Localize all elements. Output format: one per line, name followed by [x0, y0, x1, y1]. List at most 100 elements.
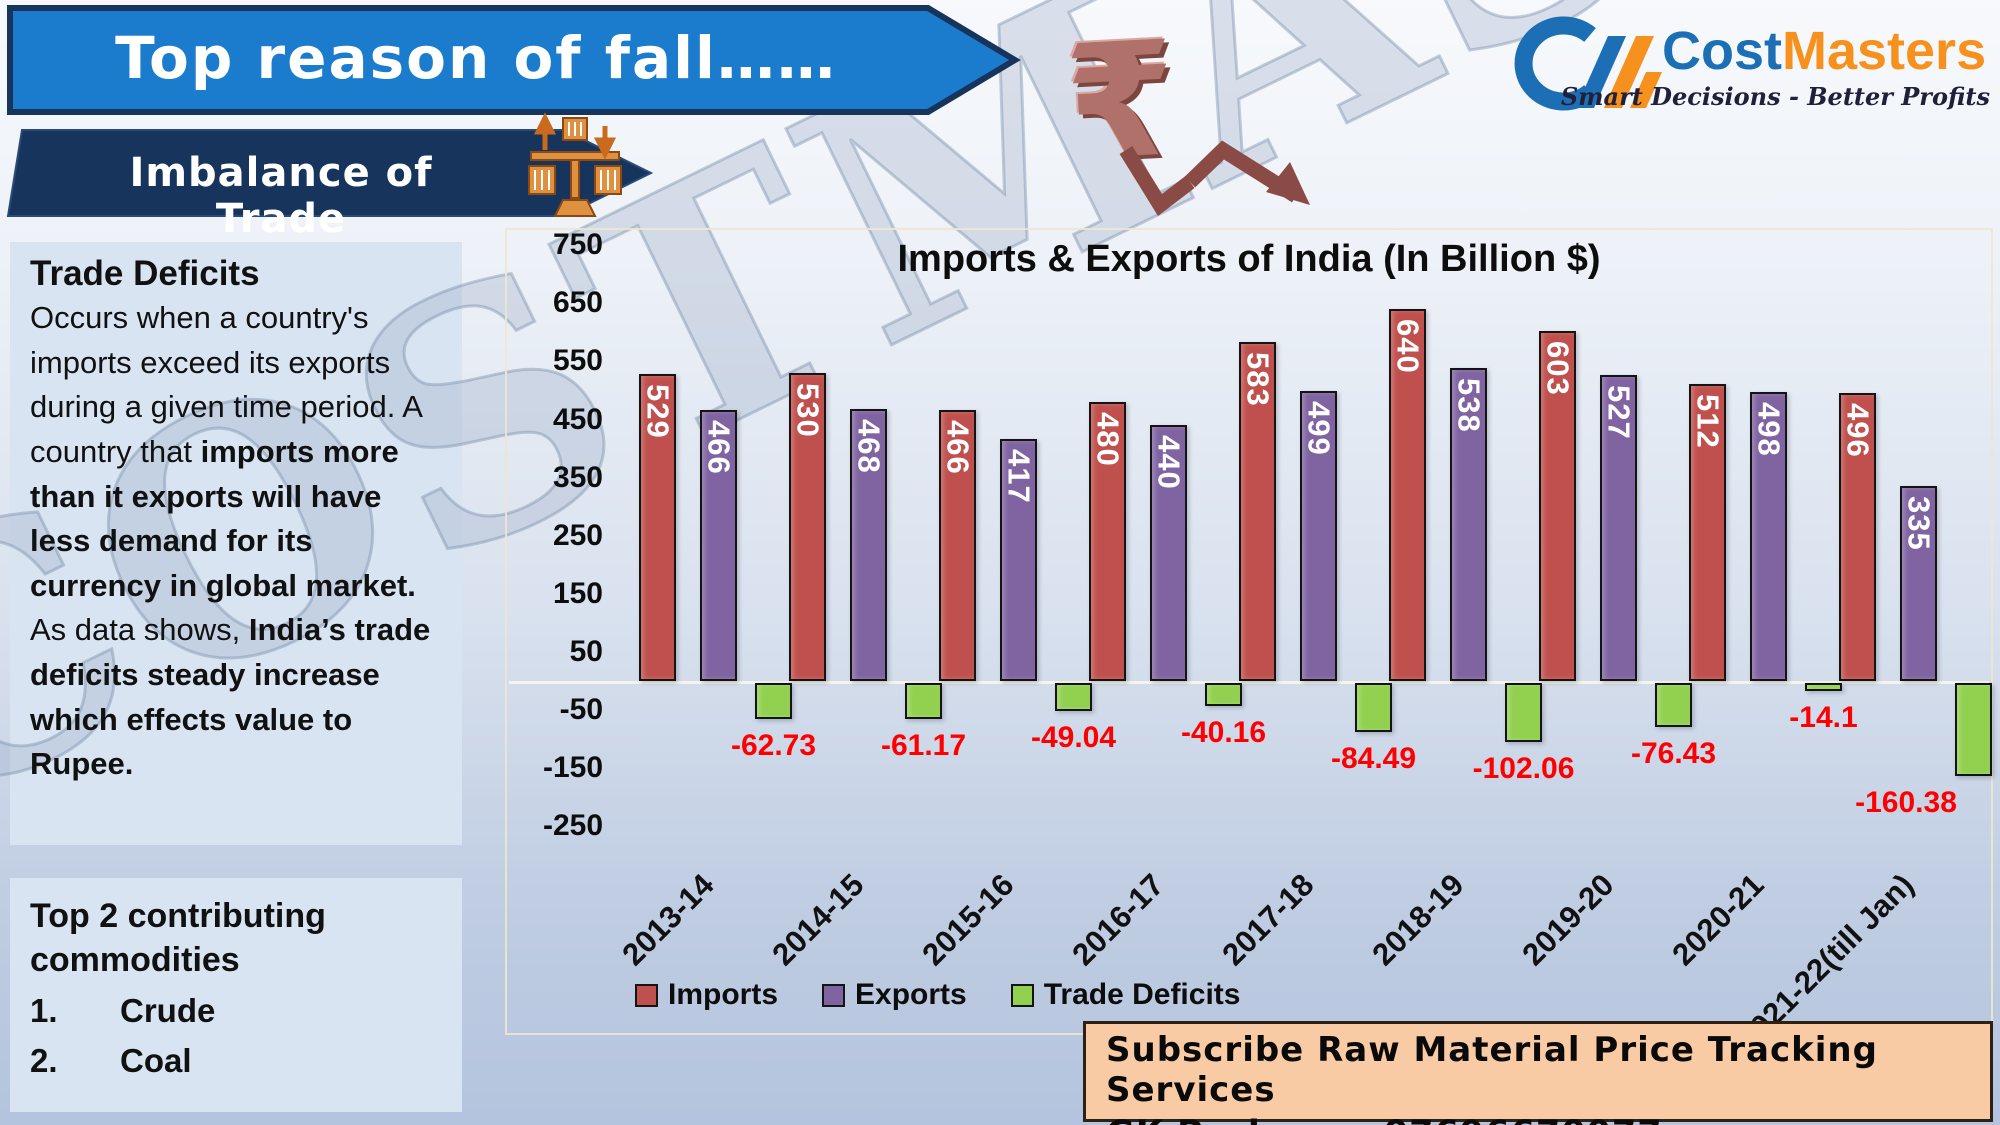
subscribe-phone: 07696670077	[1384, 1114, 1663, 1125]
trade-deficits-paragraph: Occurs when a country's imports exceed i…	[30, 296, 450, 787]
bar-value-label: 468	[851, 419, 887, 474]
bar-deficit	[755, 683, 792, 720]
bar-import: 480	[1089, 402, 1126, 681]
y-tick-label: -250	[542, 809, 603, 843]
commodities-heading: Top 2 contributing commodities	[30, 897, 326, 980]
y-tick-label: 750	[552, 228, 603, 262]
bar-import: 530	[789, 373, 826, 681]
subscribe-line2: GK Purba 07696670077 cir@costmasters.in	[1106, 1114, 1990, 1125]
logo-name: CostMasters	[1662, 20, 1986, 82]
y-tick-label: -50	[559, 693, 603, 727]
bar-import: 583	[1239, 342, 1276, 681]
deficit-value-label: -76.43	[1630, 737, 1717, 771]
logo-name-cost: Cost	[1662, 21, 1782, 81]
bar-value-label: 466	[940, 420, 976, 475]
legend-item: Exports	[822, 978, 967, 1012]
sub-banner: Imbalance of Trade	[6, 128, 656, 242]
y-tick-label: 650	[552, 286, 603, 320]
legend-label: Trade Deficits	[1043, 978, 1241, 1011]
paragraph-seg4-bold: India’s trade deficits steady increase w…	[30, 612, 431, 782]
sub-banner-title: Imbalance of Trade	[129, 150, 433, 242]
bar-value-label: 335	[1901, 496, 1937, 552]
deficit-value-label: -160.38	[1855, 786, 1957, 820]
trade-deficits-panel: Trade Deficits Occurs when a country's i…	[10, 242, 462, 845]
bar-import: 603	[1539, 330, 1576, 681]
legend-label: Exports	[855, 978, 967, 1011]
bar-value-label: 440	[1151, 435, 1187, 491]
bar-import: 496	[1839, 392, 1876, 681]
bar-value-label: 603	[1540, 340, 1576, 396]
subscribe-box: Subscribe Raw Material Price Tracking Se…	[1083, 1021, 1993, 1125]
bar-deficit	[1655, 683, 1692, 728]
imports-exports-chart: Imports & Exports of India (In Billion $…	[505, 228, 1993, 1056]
paragraph-seg2-bold: imports more than it exports will have l…	[30, 433, 416, 603]
falling-rupee-graphic: ₹	[1048, 0, 1408, 235]
title-banner-arrow-shape	[7, 5, 1021, 115]
list-item-label: Crude	[120, 992, 216, 1030]
y-tick-label: 150	[552, 576, 603, 610]
bar-value-label: 498	[1751, 401, 1787, 457]
bar-export: 466	[700, 410, 737, 681]
deficit-value-label: -102.06	[1472, 752, 1575, 786]
balance-scale-icon	[528, 112, 622, 217]
costmasters-logo: CostMasters Smart Decisions - Better Pro…	[1502, 6, 1994, 121]
deficit-value-label: -61.17	[880, 728, 967, 762]
subscribe-line1: Subscribe Raw Material Price Tracking Se…	[1106, 1030, 1878, 1110]
y-tick-label: 450	[552, 402, 603, 436]
y-tick-label: 250	[552, 518, 603, 552]
bar-deficit	[1205, 683, 1242, 707]
title-banner: Top reason of fall……	[6, 4, 1021, 116]
bar-value-label: 640	[1390, 319, 1426, 374]
paragraph-seg1: Occurs when a country's imports exceed i…	[30, 300, 422, 469]
bar-export: 498	[1750, 391, 1787, 681]
bar-value-label: 538	[1451, 378, 1487, 434]
chart-title: Imports & Exports of India (In Billion $…	[897, 238, 1601, 280]
legend-label: Imports	[668, 978, 779, 1011]
y-tick-label: -150	[542, 751, 603, 785]
bar-value-label: 466	[701, 420, 737, 475]
legend-item: Trade Deficits	[1010, 978, 1241, 1012]
x-category-label: 2021-22(till Jan)	[1536, 867, 1921, 1056]
chart-legend: Imports Exports Trade Deficits	[635, 978, 1284, 1012]
deficit-value-label: -62.73	[730, 729, 817, 763]
list-item-label: Coal	[120, 1042, 192, 1080]
bar-export: 468	[850, 409, 887, 681]
list-item-number: 1.	[30, 992, 58, 1030]
subscribe-contact-name: GK Purba	[1106, 1114, 1299, 1125]
logo-name-masters: Masters	[1782, 21, 1987, 81]
x-axis-baseline	[509, 681, 1989, 684]
y-tick-label: 50	[569, 634, 603, 668]
bar-value-label: 417	[1001, 448, 1037, 504]
legend-swatch	[635, 983, 658, 1007]
bar-value-label: 496	[1840, 402, 1876, 458]
bar-import: 466	[939, 410, 976, 681]
trade-deficits-heading: Trade Deficits	[30, 254, 260, 293]
bar-export: 417	[1000, 438, 1037, 681]
bar-value-label: 529	[640, 383, 676, 439]
bar-import: 512	[1689, 383, 1726, 681]
bar-deficit	[1055, 683, 1092, 712]
deficit-value-label: -49.04	[1030, 721, 1117, 755]
bar-export: 499	[1300, 391, 1337, 681]
list-item-number: 2.	[30, 1042, 58, 1080]
y-tick-label: 350	[552, 460, 603, 494]
plot-area: 750 650 550 450 350 250 150 50 -50 -150 -250 529 466…	[507, 228, 1992, 1056]
bar-value-label: 480	[1090, 412, 1126, 467]
bar-export: 335	[1900, 486, 1937, 681]
bar-deficit	[1505, 683, 1542, 743]
costmasters-logo-mark-icon	[1514, 16, 1662, 111]
list-item: 2. Coal	[30, 1042, 450, 1080]
list-item: 1. Crude	[30, 992, 450, 1030]
deficit-value-label: -40.16	[1180, 716, 1267, 750]
deficit-value-label: -14.1	[1789, 701, 1858, 735]
deficit-value-label: -84.49	[1330, 742, 1417, 776]
falling-arrow-icon	[1119, 140, 1310, 216]
bar-value-label: 583	[1240, 352, 1276, 407]
page-title: Top reason of fall……	[115, 24, 837, 92]
bar-deficit	[1805, 683, 1842, 692]
bar-deficit	[1355, 683, 1392, 733]
legend-swatch	[1010, 983, 1034, 1007]
bar-deficit	[905, 683, 942, 719]
y-tick-label: 550	[552, 344, 603, 378]
